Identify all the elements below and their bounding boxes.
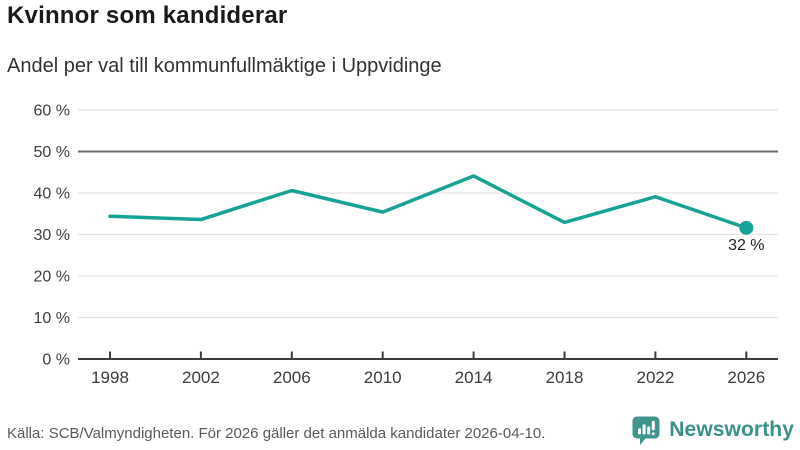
footer: Källa: SCB/Valmyndigheten. För 2026 gäll… [0,412,800,450]
source-note: Källa: SCB/Valmyndigheten. För 2026 gäll… [7,425,546,442]
x-axis-label: 2006 [273,368,311,387]
exclamation-dot [652,432,656,436]
newsworthy-bubble-icon [632,416,660,445]
y-axis-label: 40 % [34,186,70,203]
bar-2 [642,424,646,435]
x-axis-label: 2014 [455,368,493,387]
data-line [108,174,749,230]
y-axis-label: 30 % [34,227,70,244]
page-title: Kvinnor som kandiderar [7,2,288,29]
end-point-dot [739,220,754,235]
bar-3 [647,426,651,435]
newsworthy-logo: Newsworthy [630,414,794,446]
y-axis-label: 0 % [42,352,70,369]
x-axis-label: 2018 [546,368,584,387]
y-axis-label: 10 % [34,310,70,327]
end-point-label: 32 % [728,237,764,254]
chart-subtitle: Andel per val till kommunfullmäktige i U… [7,55,442,77]
x-axis-label: 2010 [364,368,402,387]
x-axis-label: 1998 [91,368,129,387]
x-axis-label: 2026 [727,368,765,387]
bar-1 [638,428,642,435]
x-axis-label: 2022 [636,368,674,387]
brand-name: Newsworthy [669,418,794,441]
line-chart: 0 % 10 % 20 % 30 % 40 % 50 % 60 % 1998 2002 2006 2… [34,103,778,387]
y-axis-label: 60 % [34,103,70,120]
bubble-shape [632,416,660,445]
exclamation-bar [652,420,656,431]
y-axis-label: 20 % [34,269,70,286]
y-axis-label: 50 % [34,144,70,161]
x-axis-label: 2002 [182,368,220,387]
